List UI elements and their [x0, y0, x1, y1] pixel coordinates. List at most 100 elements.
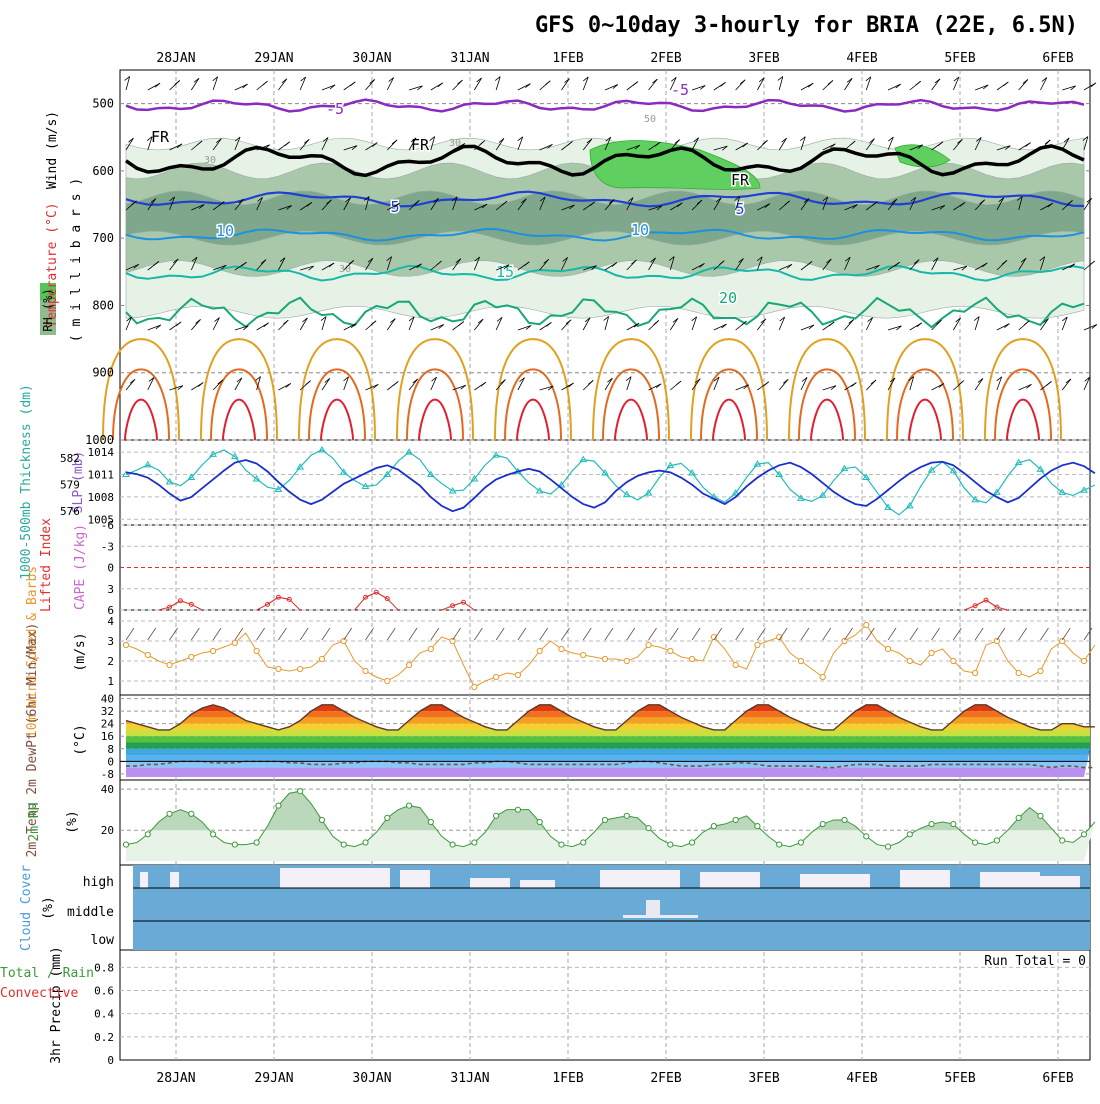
- wind-barb: [822, 385, 837, 391]
- precip-conv-label: Convective: [0, 986, 78, 1001]
- wind-barb-flag: [500, 379, 506, 384]
- wind-barb-flag: [961, 265, 968, 271]
- stability-tick-label: 3: [107, 583, 114, 596]
- cloud-label: Cloud Cover: [19, 865, 34, 951]
- wind-barb-flag: [867, 317, 873, 322]
- wind-barb: [1040, 256, 1046, 271]
- wind-barb-flag: [633, 322, 640, 328]
- wind10m-series-point: [623, 657, 630, 665]
- wind-barb-flag: [896, 325, 902, 331]
- wind-barb: [234, 198, 244, 211]
- wind10m-unit: (m/s): [73, 632, 88, 671]
- wind-barb: [582, 76, 589, 91]
- wind-barb-flag: [582, 76, 589, 82]
- date-label-top: 29JAN: [254, 51, 293, 66]
- wind-barb-flag: [869, 138, 875, 143]
- slp-series-point: [296, 463, 305, 470]
- panel-side-labels: 1000-500mb Thickness (dm) SLP (mb) Lifte…: [0, 384, 1086, 1064]
- wind-barb-flag: [715, 197, 722, 203]
- rh2m-series-point: [275, 802, 282, 809]
- wind10m-series-point: [1080, 657, 1088, 665]
- wind-barb-flag: [670, 76, 677, 82]
- lifted-index-segment: [386, 598, 399, 611]
- precip-panel: [119, 949, 1091, 1061]
- slp-series-point: [535, 486, 544, 494]
- stability-tick-label: -3: [101, 540, 114, 553]
- wind-barb-flag: [634, 144, 641, 150]
- temp-tick-label: -8: [101, 768, 114, 781]
- wind10m-series-point: [645, 641, 652, 649]
- lifted-index-point: [167, 604, 173, 610]
- surface-wind-barb: [669, 627, 679, 641]
- cloud-clear-high: [800, 874, 870, 888]
- warm-isotherm-hump: [886, 338, 964, 441]
- wind-barb: [430, 324, 444, 331]
- lifted-index-segment: [267, 596, 279, 605]
- wind-barb-flag: [872, 201, 878, 206]
- slp-series-point: [949, 466, 958, 474]
- wind-barb-flag: [1001, 259, 1008, 265]
- wind-barb-flag: [915, 80, 921, 86]
- lifted-index-segment: [191, 603, 203, 611]
- wind-barb-flag: [939, 205, 946, 210]
- wind-barb-flag: [1026, 383, 1032, 389]
- wind-barb-flag: [826, 258, 832, 264]
- cloud-clear-high: [900, 870, 950, 888]
- wind-barb: [604, 199, 615, 211]
- wind-barb: [1061, 316, 1068, 331]
- slp-series-point: [993, 488, 1001, 495]
- wind-barb-flag: [611, 262, 618, 267]
- pressure-tick-label: 800: [92, 298, 114, 312]
- wind-barb-flag: [476, 77, 482, 83]
- wind-barb-flag: [393, 381, 399, 386]
- precip-tick-label: 0.2: [94, 1031, 114, 1044]
- wind-barb-flag: [913, 259, 920, 264]
- surface-wind-barb: [408, 627, 418, 641]
- wind-barb-flag: [612, 84, 619, 89]
- temp-band: [126, 736, 1090, 743]
- lifted-index-point: [994, 604, 1000, 610]
- wind-barb-flag: [874, 264, 880, 270]
- wind10m-series-point: [667, 647, 674, 655]
- date-labels-bottom: 28JAN 29JAN 30JAN 31JAN 1FEB 2FEB 3FEB 4FEB 5FEB…: [156, 1071, 1073, 1086]
- slp-series: [125, 449, 1096, 516]
- wind-barb-flag: [326, 199, 332, 205]
- pressure-tick-label: 900: [92, 366, 114, 380]
- wind-barb: [517, 377, 525, 391]
- wind-barb: [430, 198, 439, 211]
- wind-barb: [234, 83, 248, 91]
- wind-barb-flag: [124, 76, 130, 81]
- wind10m-series-point: [993, 637, 1001, 645]
- slp-series-point: [775, 470, 784, 478]
- wind-barb: [430, 136, 436, 151]
- wind-barb-flag: [625, 376, 632, 381]
- wind10m-series-point: [384, 677, 391, 685]
- slp-series-point: [122, 470, 130, 478]
- warm-isotherm-hump: [200, 338, 278, 441]
- slp-label: SLP (mb): [71, 451, 86, 514]
- wind10m-series-point: [950, 657, 957, 665]
- slp-series-point: [688, 469, 696, 476]
- contour-label: -5: [671, 81, 689, 99]
- lifted-index-segment: [354, 596, 366, 611]
- slp-series-point: [666, 461, 675, 469]
- warm-isotherm-hump: [112, 368, 170, 441]
- wind-barb: [822, 258, 832, 271]
- wind-barb: [539, 143, 553, 151]
- wind-barb: [844, 78, 853, 91]
- wind-barb-flag: [627, 197, 634, 202]
- wind-barb: [778, 137, 787, 151]
- wind10m-series-point: [536, 647, 543, 655]
- wind-barb: [1018, 257, 1027, 271]
- wind-barb-flag: [234, 136, 241, 142]
- wind-barb-flag: [175, 321, 182, 327]
- wind-barb: [147, 136, 153, 151]
- wind-barb-flag: [408, 316, 415, 322]
- wind-barb: [256, 376, 261, 391]
- wind-barb-flag: [632, 81, 639, 86]
- wind-barb: [234, 136, 241, 151]
- wind10m-series-point: [732, 661, 739, 669]
- lifted-index-segment: [288, 599, 301, 611]
- cloud-unit: (%): [41, 896, 56, 919]
- wind-barb-flag: [523, 261, 530, 267]
